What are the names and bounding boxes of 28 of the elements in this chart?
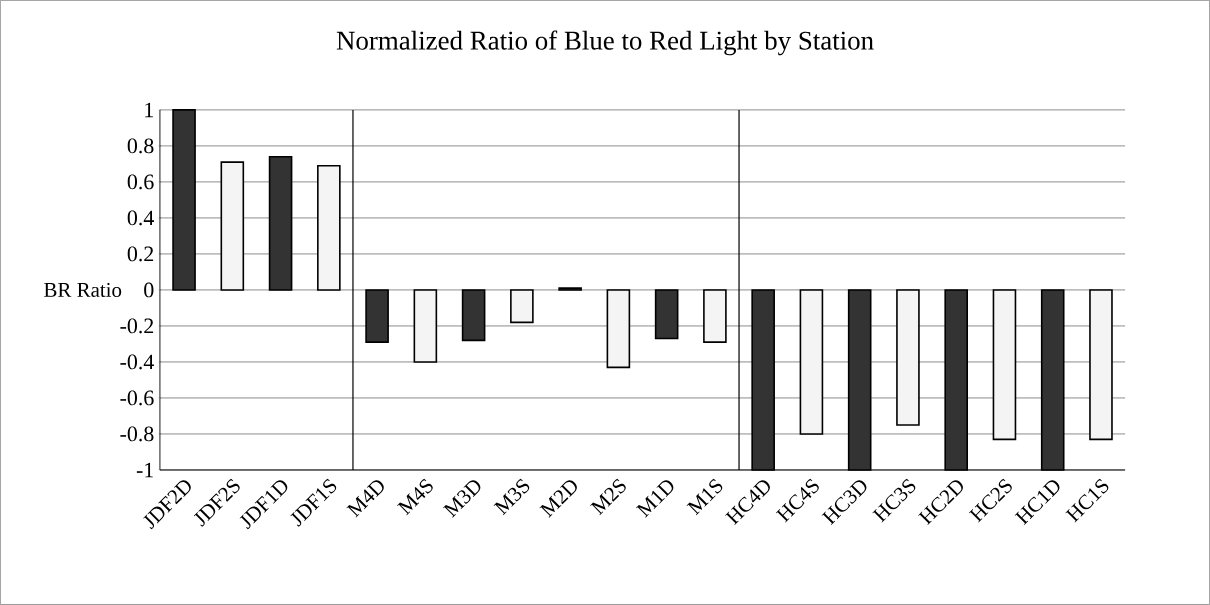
y-tick-label: 0.4 bbox=[127, 210, 154, 226]
bar bbox=[606, 289, 631, 369]
y-tick-label: 0.6 bbox=[127, 174, 154, 190]
chart-title: Normalized Ratio of Blue to Red Light by Station bbox=[336, 30, 874, 56]
bar bbox=[510, 289, 534, 324]
y-tick-label: -0.2 bbox=[120, 318, 154, 334]
y-axis-title: BR Ratio bbox=[44, 282, 122, 298]
y-tick-label: 0.2 bbox=[127, 246, 154, 262]
bar bbox=[461, 289, 486, 342]
bar bbox=[365, 289, 389, 343]
y-tick-label: -0.6 bbox=[120, 390, 154, 406]
bar bbox=[896, 289, 920, 426]
y-tick-label: 0.8 bbox=[127, 138, 154, 154]
bar bbox=[799, 289, 824, 435]
y-tick-label: -0.8 bbox=[120, 426, 154, 442]
y-tick-label: 0 bbox=[144, 282, 154, 298]
y-tick-label: 1 bbox=[145, 102, 153, 118]
bar bbox=[413, 289, 438, 363]
bar bbox=[220, 161, 245, 291]
bar bbox=[1089, 289, 1113, 441]
y-tick-label: -1 bbox=[136, 462, 153, 478]
bar bbox=[654, 289, 679, 340]
y-tick-label: -0.4 bbox=[120, 354, 154, 370]
bar bbox=[268, 155, 293, 291]
bar bbox=[172, 109, 196, 291]
bar bbox=[317, 164, 341, 291]
bar bbox=[992, 289, 1017, 441]
bar bbox=[703, 289, 727, 343]
